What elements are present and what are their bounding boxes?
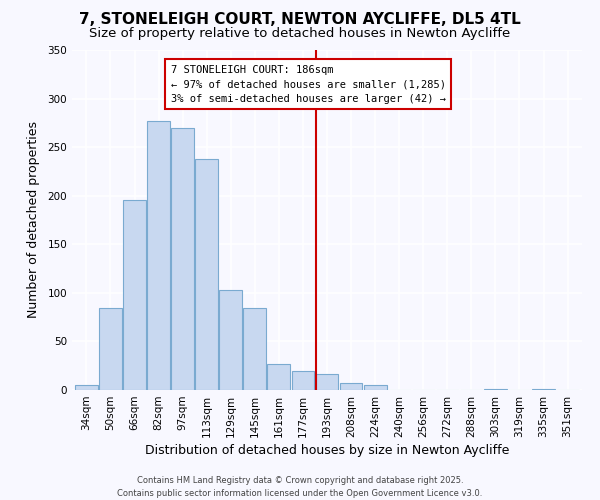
Bar (220, 290, 242, 390)
Bar (268, 364, 290, 390)
Text: Size of property relative to detached houses in Newton Aycliffe: Size of property relative to detached ho… (89, 28, 511, 40)
Text: Contains HM Land Registry data © Crown copyright and database right 2025.
Contai: Contains HM Land Registry data © Crown c… (118, 476, 482, 498)
Bar (316, 374, 338, 390)
Bar (532, 389, 555, 390)
Text: 7 STONELEIGH COURT: 186sqm
← 97% of detached houses are smaller (1,285)
3% of se: 7 STONELEIGH COURT: 186sqm ← 97% of deta… (170, 64, 446, 104)
Bar (195, 159, 218, 390)
Text: 7, STONELEIGH COURT, NEWTON AYCLIFFE, DL5 4TL: 7, STONELEIGH COURT, NEWTON AYCLIFFE, DL… (79, 12, 521, 28)
X-axis label: Distribution of detached houses by size in Newton Aycliffe: Distribution of detached houses by size … (145, 444, 509, 457)
Bar (171, 128, 194, 390)
Bar (364, 385, 386, 390)
Bar (244, 308, 266, 390)
Bar (484, 389, 507, 390)
Bar (123, 200, 146, 390)
Bar (75, 385, 98, 390)
Bar (99, 308, 122, 390)
Bar (147, 121, 170, 390)
Bar (340, 383, 362, 390)
Bar (292, 370, 314, 390)
Y-axis label: Number of detached properties: Number of detached properties (28, 122, 40, 318)
